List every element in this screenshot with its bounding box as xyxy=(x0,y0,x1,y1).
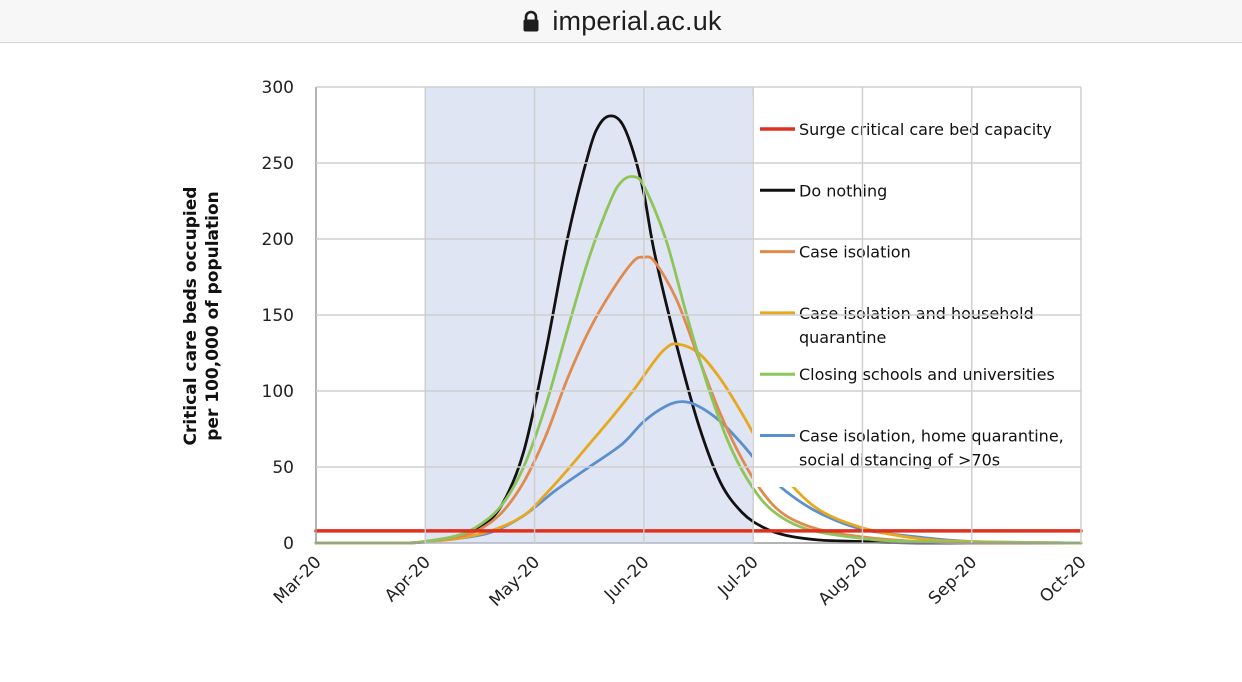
gridlines xyxy=(316,86,1082,543)
y-tick-label: 150 xyxy=(262,306,294,326)
legend: Surge critical care bed capacity Do nothi… xyxy=(752,97,1078,487)
x-tick-label: Oct-20 xyxy=(1036,552,1091,607)
y-tick-label: 50 xyxy=(272,458,294,478)
x-tick-label: Jul-20 xyxy=(714,552,763,601)
x-tick-label: Mar-20 xyxy=(270,552,326,608)
legend-background xyxy=(752,97,1078,487)
y-axis-label-line: Critical care beds occupied xyxy=(181,187,201,446)
legend-entry-text: Case isolation xyxy=(799,243,911,262)
x-tick-labels: Mar-20 Apr-20 May-20 Jun-20 Jul-20 Aug-20 Sep-… xyxy=(270,552,1091,610)
x-tick-label: Jun-20 xyxy=(600,552,653,605)
y-tick-label: 100 xyxy=(262,382,294,402)
y-axis-label-line: per 100,000 of population xyxy=(203,191,223,441)
y-tick-label: 0 xyxy=(283,534,294,554)
series-line-case-isolation-and-household-quarantine xyxy=(314,342,1083,545)
legend-entry-text: Surge critical care bed capacity xyxy=(799,120,1052,139)
x-tick-label: Sep-20 xyxy=(925,552,981,608)
y-tick-labels: 0 50 100 150 200 250 300 xyxy=(262,78,294,554)
x-tick-label: May-20 xyxy=(486,552,544,610)
y-tick-label: 250 xyxy=(262,154,294,174)
series-line-do-nothing xyxy=(314,114,1083,545)
critical-care-chart: 0 50 100 150 200 250 300 Mar-20 Apr-20 May-20 Jun… xyxy=(181,78,1091,611)
y-tick-label: 300 xyxy=(262,78,294,98)
address-bar[interactable]: imperial.ac.uk xyxy=(0,0,1242,43)
y-axis-label: Critical care beds occupied per 100,000 o… xyxy=(181,187,223,446)
legend-entry-text: social distancing of >70s xyxy=(799,451,1000,470)
site-domain: imperial.ac.uk xyxy=(552,5,722,36)
legend-entry-text: Case isolation, home quarantine, xyxy=(799,427,1064,446)
series-line-closing-schools-and-universities xyxy=(314,175,1083,545)
legend-entry-text: Do nothing xyxy=(799,181,887,200)
legend-entry-text: quarantine xyxy=(799,328,886,347)
series-lines xyxy=(314,114,1083,545)
x-tick-label: Apr-20 xyxy=(381,552,435,606)
y-tick-label: 200 xyxy=(262,230,294,250)
lock-icon xyxy=(523,10,539,32)
x-tick-label: Aug-20 xyxy=(815,552,872,609)
legend-entry-text: Case isolation and household xyxy=(799,304,1034,323)
legend-entry-text: Closing schools and universities xyxy=(799,365,1055,384)
